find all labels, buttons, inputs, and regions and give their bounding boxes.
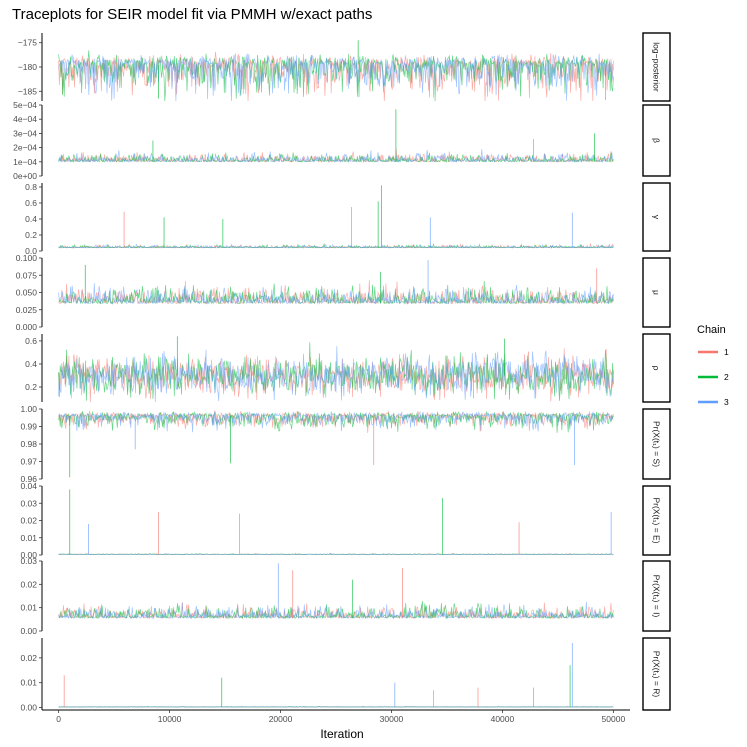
y-tick-label: 0.00 xyxy=(20,626,37,636)
y-tick-label: 0.01 xyxy=(20,678,37,688)
y-tick-label: 0.96 xyxy=(20,474,37,484)
panel-2: 0e+00 1e−04 2e−04 3e−04 4e−04 5e−04 β xyxy=(13,100,671,181)
x-tick-label: 40000 xyxy=(491,714,515,724)
facet-panels: −185 −180 −175 log−posterior 0e+00 1e−04 2e−04… xyxy=(13,32,671,713)
x-tick-label: 30000 xyxy=(380,714,404,724)
panel-7: 0.00 0.01 0.02 0.03 0.04 Pr(X(t₁) = E) xyxy=(20,481,671,560)
legend-label-3: 3 xyxy=(724,397,729,407)
y-tick-label: 0.0 xyxy=(25,246,37,256)
y-tick-label: 0.02 xyxy=(20,516,37,526)
trace-chain-3 xyxy=(58,149,614,164)
y-tick-label: 0.050 xyxy=(16,288,38,298)
y-tick-label: 0e+00 xyxy=(13,171,37,181)
legend: Chain 1 2 3 xyxy=(697,324,729,407)
panel-8: 0.00 0.01 0.02 0.03 Pr(X(t₁) = I) xyxy=(20,556,671,636)
legend-title: Chain xyxy=(697,324,726,336)
facet-strip xyxy=(642,257,671,328)
y-tick-label: 1e−04 xyxy=(13,157,37,167)
panel-6: 0.96 0.97 0.98 0.99 1.00 Pr(X(t₁) = S) xyxy=(20,404,671,484)
y-tick-label: 1.00 xyxy=(20,404,37,414)
panel-5: 0.2 0.4 0.6 ρ xyxy=(25,333,671,403)
y-tick-label: 0.2 xyxy=(25,230,37,240)
trace-chain-3 xyxy=(58,705,614,708)
facet-strip-label: γ xyxy=(652,215,662,220)
x-tick-label: 10000 xyxy=(158,714,182,724)
trace-chain-3 xyxy=(58,243,614,249)
y-tick-label: −175 xyxy=(18,38,37,48)
trace-chain-3 xyxy=(58,552,614,555)
facet-strip xyxy=(642,637,671,711)
panel-3: 0.0 0.2 0.4 0.6 0.8 γ xyxy=(25,182,671,256)
trace-chain-3 xyxy=(58,53,614,102)
x-tick-label: 50000 xyxy=(602,714,626,724)
y-tick-label: −180 xyxy=(18,62,37,72)
trace-chain-2 xyxy=(58,152,614,164)
y-tick-label: 0.01 xyxy=(20,603,37,613)
y-tick-label: 0.025 xyxy=(16,305,38,315)
facet-strip-label: Pr(X(t₁) = E) xyxy=(652,497,662,543)
y-tick-label: 0.03 xyxy=(20,498,37,508)
y-tick-label: 0.8 xyxy=(25,182,37,192)
x-axis-title: Iteration xyxy=(320,727,363,741)
trace-chain-3 xyxy=(58,283,614,305)
y-tick-label: 0.000 xyxy=(16,322,38,332)
panel-1: −185 −180 −175 log−posterior xyxy=(18,32,671,102)
panel-4: 0.000 0.025 0.050 0.075 0.100 μ xyxy=(16,253,671,332)
y-tick-label: 0.03 xyxy=(20,556,37,566)
y-tick-label: 0.99 xyxy=(20,422,37,432)
facet-strip-label: ρ xyxy=(652,366,662,371)
x-tick-label: 0 xyxy=(56,714,61,724)
trace-chain-1 xyxy=(58,602,614,620)
y-tick-label: 0.00 xyxy=(20,550,37,560)
y-tick-label: 0.4 xyxy=(25,214,37,224)
x-tick-label: 20000 xyxy=(269,714,293,724)
x-axis: 0 10000 20000 30000 40000 50000 xyxy=(42,709,630,724)
trace-chain-2 xyxy=(58,600,614,620)
legend-label-2: 2 xyxy=(724,372,729,382)
y-tick-label: 5e−04 xyxy=(13,100,37,110)
facet-strip xyxy=(642,333,671,403)
y-tick-label: 0.6 xyxy=(25,336,37,346)
legend-label-1: 1 xyxy=(724,347,729,357)
facet-strip xyxy=(642,485,671,556)
facet-strip-label: μ xyxy=(652,290,662,295)
trace-chain-3 xyxy=(58,601,614,620)
y-tick-label: 0.02 xyxy=(20,653,37,663)
y-tick-label: 0.98 xyxy=(20,439,37,449)
y-tick-label: 0.01 xyxy=(20,533,37,543)
y-tick-label: 4e−04 xyxy=(13,114,37,124)
facet-strip-label: Pr(X(t₁) = S) xyxy=(652,421,662,467)
y-tick-label: 0.97 xyxy=(20,457,37,467)
trace-chain-3 xyxy=(58,410,614,433)
facet-strip-label: β xyxy=(652,138,662,143)
facet-strip xyxy=(642,408,671,480)
y-tick-label: 0.100 xyxy=(16,253,38,263)
y-tick-label: 0.02 xyxy=(20,579,37,589)
chart-title: Traceplots for SEIR model fit via PMMH w… xyxy=(12,6,372,23)
panel-9: 0.00 0.01 0.02 Pr(X(t₁) = R) xyxy=(20,637,671,713)
facet-strip xyxy=(642,560,671,632)
y-tick-label: 0.6 xyxy=(25,198,37,208)
facet-strip-label: Pr(X(t₁) = R) xyxy=(652,651,662,698)
facet-strip xyxy=(642,32,671,102)
y-tick-label: 0.075 xyxy=(16,270,38,280)
y-tick-label: 0.4 xyxy=(25,359,37,369)
facet-strip xyxy=(642,182,671,252)
trace-chain-3 xyxy=(58,346,614,403)
y-tick-label: 0.04 xyxy=(20,481,37,491)
y-tick-label: 3e−04 xyxy=(13,128,37,138)
facet-strip-label: Pr(X(t₁) = I) xyxy=(652,575,662,618)
y-tick-label: 0.2 xyxy=(25,382,37,392)
y-tick-label: 2e−04 xyxy=(13,143,37,153)
y-tick-label: −185 xyxy=(18,86,37,96)
facet-strip xyxy=(642,104,671,177)
trace-chain-2 xyxy=(58,410,614,433)
facet-strip-label: log−posterior xyxy=(652,42,662,92)
y-tick-label: 0.00 xyxy=(20,703,37,713)
